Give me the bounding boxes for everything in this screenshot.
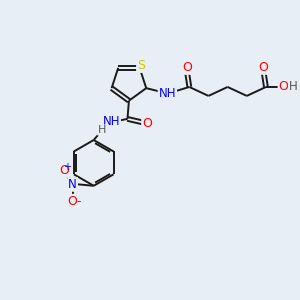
Text: -: - [77, 195, 81, 208]
Text: NH: NH [159, 87, 176, 100]
Text: H: H [289, 80, 297, 94]
Text: H: H [98, 125, 106, 135]
Text: NH: NH [103, 115, 120, 128]
Text: O: O [59, 164, 69, 177]
Text: O: O [182, 61, 192, 74]
Text: O: O [259, 61, 269, 74]
Text: O: O [142, 117, 152, 130]
Text: O: O [279, 80, 289, 94]
Text: N: N [68, 178, 77, 191]
Text: O: O [68, 195, 77, 208]
Text: +: + [63, 162, 71, 172]
Text: S: S [137, 59, 145, 72]
